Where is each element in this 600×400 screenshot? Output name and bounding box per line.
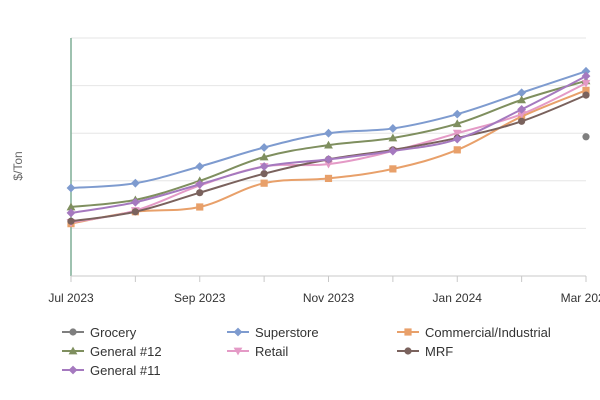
series-grocery	[582, 133, 590, 141]
legend-item-superstore: Superstore	[227, 323, 319, 341]
legend-label: Superstore	[255, 324, 319, 340]
legend-label: General #11	[90, 362, 161, 378]
legend-swatch-grocery	[62, 328, 84, 336]
x-tick-label: Sep 2023	[174, 291, 226, 305]
data-point-commercial-industrial	[389, 165, 397, 173]
legend-item-general-11: General #11	[62, 361, 161, 379]
data-point-commercial-industrial	[324, 174, 333, 183]
legend-swatch-commercial-industrial	[397, 328, 419, 336]
x-tick-label: Mar 2024	[561, 291, 600, 305]
data-point-commercial-industrial	[196, 203, 204, 211]
data-point-general-12	[324, 140, 333, 149]
data-point-superstore	[66, 183, 76, 193]
data-point-retail	[452, 129, 462, 138]
series-group	[66, 66, 591, 228]
data-point-superstore	[130, 178, 140, 188]
data-point-general-11	[130, 197, 140, 207]
legend-item-grocery: Grocery	[62, 323, 136, 341]
data-point-general-12	[388, 133, 398, 142]
data-point-mrf	[196, 189, 204, 197]
legend-label: MRF	[425, 343, 454, 359]
x-tick-label: Jul 2023	[48, 291, 94, 305]
data-point-retail	[517, 110, 527, 119]
legend-swatch-marker	[404, 347, 412, 355]
legend-label: General #12	[90, 343, 162, 359]
series-superstore	[66, 66, 591, 193]
legend-item-commercial-industrial: Commercial/Industrial	[397, 323, 551, 341]
data-point-general-11	[388, 146, 398, 156]
data-point-general-11	[452, 134, 462, 144]
data-point-general-11	[66, 208, 76, 218]
data-point-superstore	[517, 88, 527, 98]
data-point-general-11	[259, 162, 269, 171]
data-point-grocery	[582, 133, 590, 141]
data-point-mrf	[582, 91, 590, 99]
data-point-general-12	[66, 202, 76, 211]
x-axis: Jul 2023 Sep 2023 Nov 2023 Jan 2024 Mar 2024	[48, 275, 600, 305]
data-point-commercial-industrial	[453, 146, 461, 154]
x-tick-label: Nov 2023	[303, 291, 355, 305]
data-point-superstore	[388, 124, 398, 133]
legend-swatch-marker	[233, 347, 243, 356]
data-point-retail	[581, 79, 591, 88]
data-point-general-12	[452, 119, 462, 128]
data-point-general-12	[517, 95, 527, 104]
data-point-retail	[324, 160, 333, 169]
legend-swatch-marker	[68, 346, 78, 355]
legend-label: Retail	[255, 343, 289, 359]
legend-label: Grocery	[90, 324, 137, 340]
legend-item-mrf: MRF	[397, 342, 453, 360]
legend-swatch-general-12	[62, 346, 84, 355]
data-point-superstore	[324, 128, 333, 138]
legend-swatch-marker	[404, 328, 412, 336]
legend-swatch-marker	[69, 328, 77, 336]
legend-swatch-retail	[227, 347, 249, 356]
legend-swatch-marker	[68, 365, 78, 375]
data-point-general-12	[259, 152, 269, 161]
x-tick-label: Jan 2024	[433, 291, 483, 305]
data-point-commercial-industrial	[260, 179, 268, 187]
data-point-superstore	[452, 109, 462, 119]
data-point-general-11	[517, 105, 527, 114]
legend-swatch-mrf	[397, 347, 419, 355]
data-point-mrf	[131, 208, 139, 216]
data-point-superstore	[259, 143, 269, 152]
chart-legend: Grocery Superstore Commercial/Industrial Ge…	[62, 323, 592, 383]
legend-swatch-marker	[233, 327, 243, 337]
data-point-mrf	[67, 217, 75, 225]
legend-item-retail: Retail	[227, 342, 288, 360]
legend-swatch-superstore	[227, 327, 249, 337]
legend-swatch-general-11	[62, 365, 84, 375]
legend-label: Commercial/Industrial	[425, 324, 551, 340]
y-axis-label: $/Ton	[11, 151, 25, 180]
data-point-superstore	[581, 66, 591, 76]
data-point-superstore	[195, 162, 205, 171]
data-point-general-11	[195, 179, 205, 189]
data-point-general-11	[581, 71, 591, 81]
data-point-mrf	[518, 117, 526, 125]
data-point-general-11	[324, 154, 333, 164]
data-point-mrf	[260, 170, 268, 178]
series-retail	[66, 79, 591, 227]
legend-item-general-12: General #12	[62, 342, 162, 360]
series-general-11	[66, 71, 591, 218]
